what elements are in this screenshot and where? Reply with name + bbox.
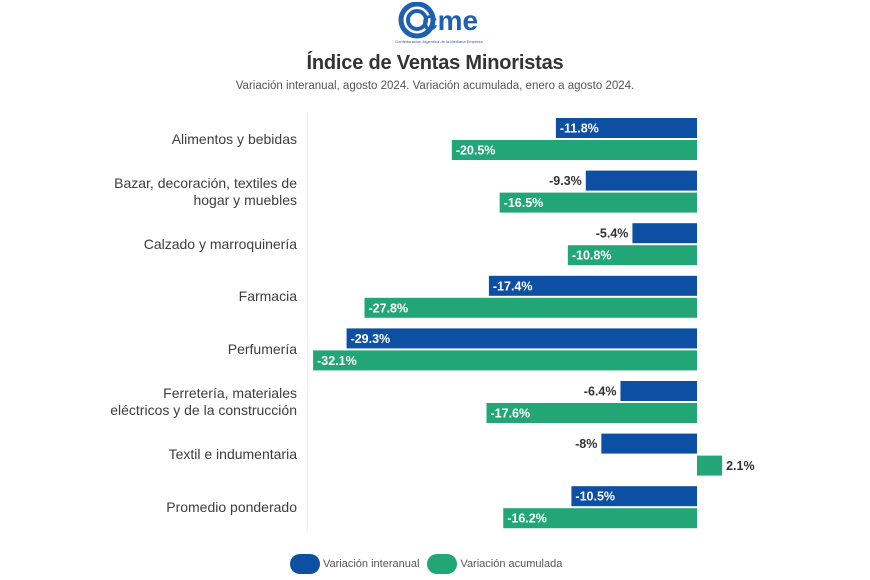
bar-interanual: [346, 328, 697, 349]
category-label: Farmacia: [239, 288, 297, 305]
data-label-acumulada: -27.8%: [369, 301, 409, 315]
legend-item-acumulada[interactable]: Variación acumulada: [427, 554, 562, 574]
bar-acumulada: [486, 403, 697, 423]
logo-tagline: Confederación Argentina de la Mediana Em…: [395, 39, 483, 44]
came-logo: cme: [398, 2, 478, 39]
legend: Variación interanual Variación acumulada: [290, 553, 570, 575]
data-label-acumulada: -16.2%: [507, 512, 547, 526]
axis-divider: [307, 112, 308, 532]
data-label-acumulada: -20.5%: [456, 144, 496, 158]
legend-item-interanual[interactable]: Variación interanual: [290, 554, 419, 574]
category-label-line: eléctricos y de la construcción: [110, 402, 297, 418]
bar-acumulada: [503, 508, 697, 529]
category-label-line: Bazar, decoración, textiles de: [114, 174, 297, 191]
bar-interanual: [632, 223, 697, 244]
category-label-line: Promedio ponderado: [166, 498, 297, 515]
category-label: Textil e indumentaria: [169, 446, 297, 463]
bar-interanual: [555, 118, 697, 138]
data-label-acumulada: -32.1%: [317, 354, 357, 368]
data-label-acumulada: -10.8%: [572, 249, 612, 263]
category-label: Perfumería: [228, 341, 297, 358]
category-label-line: Calzado y marroquinería: [143, 235, 297, 252]
legend-swatch-acumulada: [427, 554, 458, 574]
data-label-acumulada: -17.6%: [491, 407, 531, 421]
legend-label-acumulada: Variación acumulada: [460, 558, 563, 570]
data-label-interanual: -9.3%: [549, 174, 582, 188]
category-label-line: Farmacia: [238, 288, 297, 305]
category-label-line: Ferretería, materiales: [163, 385, 297, 401]
category-label-line: Perfumería: [227, 340, 297, 357]
data-label-interanual: -8%: [575, 437, 597, 451]
bar-acumulada: [451, 140, 697, 160]
chart-subtitle: Variación interanual, agosto 2024. Varia…: [235, 80, 635, 92]
legend-swatch-interanual: [290, 554, 320, 574]
data-label-interanual: -5.4%: [596, 227, 629, 241]
data-label-acumulada: -16.5%: [504, 196, 544, 210]
bar-interanual: [601, 433, 697, 454]
bar-interanual: [571, 486, 697, 507]
data-label-interanual: -11.8%: [560, 122, 599, 136]
category-label-line: Alimentos y bebidas: [171, 130, 297, 147]
logo-inner-ring: [406, 9, 428, 31]
legend-label-interanual: Variación interanual: [323, 558, 420, 570]
bar-interanual: [620, 381, 697, 401]
data-label-interanual: -17.4%: [493, 279, 533, 293]
category-label: Bazar, decoración, textiles de hogar y mu…: [114, 175, 297, 209]
chart-title: Índice de Ventas Minoristas: [306, 52, 564, 74]
category-label-line: Textil e indumentaria: [168, 446, 297, 463]
category-label: Calzado y marroquinería: [144, 236, 297, 253]
category-label: Alimentos y bebidas: [172, 131, 297, 148]
bar-interanual: [585, 170, 697, 191]
logo-ring: [398, 2, 436, 39]
bar-acumulada: [567, 245, 697, 266]
category-label-line: hogar y muebles: [193, 191, 297, 208]
data-label-interanual: -6.4%: [584, 385, 617, 399]
data-label-interanual: -29.3%: [351, 332, 391, 346]
bar-acumulada: [313, 350, 697, 371]
data-label-interanual: -10.5%: [575, 490, 615, 504]
bar-acumulada: [364, 297, 697, 318]
logo-text: cme: [422, 5, 478, 36]
bar-interanual: [488, 275, 697, 296]
category-label: Promedio ponderado: [166, 499, 297, 516]
bar-acumulada: [697, 455, 723, 476]
data-label-acumulada: 2.1%: [726, 459, 755, 473]
category-label: Ferretería, materiales eléctricos y de la…: [110, 385, 297, 419]
bar-acumulada: [499, 192, 697, 213]
